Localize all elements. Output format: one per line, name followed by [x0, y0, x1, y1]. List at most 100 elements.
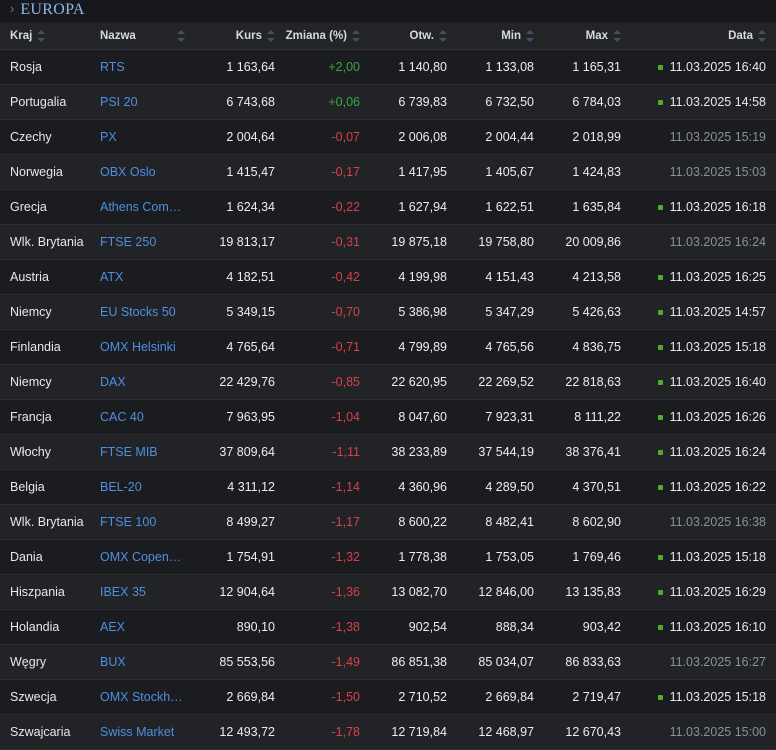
- cell-price: 8 499,27: [195, 504, 285, 540]
- cell-country: Portugalia: [0, 84, 90, 120]
- cell-index-name[interactable]: DAX: [90, 364, 195, 400]
- cell-index-name[interactable]: AEX: [90, 609, 195, 645]
- cell-index-name[interactable]: EU Stocks 50: [90, 294, 195, 330]
- column-header-kurs[interactable]: Kurs: [195, 22, 285, 50]
- column-header-nazwa[interactable]: Nazwa: [90, 22, 195, 50]
- cell-country: Szwajcaria: [0, 714, 90, 750]
- table-row[interactable]: Szwecja OMX Stockh… 2 669,84 -1,50 2 710,52 2…: [0, 679, 776, 715]
- cell-index-name[interactable]: RTS: [90, 49, 195, 85]
- index-link[interactable]: PSI 20: [100, 95, 138, 110]
- index-link[interactable]: IBEX 35: [100, 585, 146, 600]
- index-link[interactable]: BEL-20: [100, 480, 142, 495]
- datetime-label: 11.03.2025 15:19: [669, 130, 766, 144]
- cell-open: 4 360,96: [370, 469, 457, 505]
- table-header-row: Kraj Nazwa Kurs Zmiana (%): [0, 22, 776, 50]
- table-row[interactable]: Niemcy DAX 22 429,76 -0,85 22 620,95 22 269,5…: [0, 364, 776, 400]
- cell-datetime: 11.03.2025 15:18: [631, 539, 776, 575]
- table-row[interactable]: Holandia AEX 890,10 -1,38 902,54 888,34 903,42…: [0, 609, 776, 645]
- table-row[interactable]: Finlandia OMX Helsinki 4 765,64 -0,71 4 799,…: [0, 329, 776, 365]
- section-header[interactable]: › EUROPA: [0, 0, 776, 22]
- cell-index-name[interactable]: OMX Helsinki: [90, 329, 195, 365]
- cell-index-name[interactable]: FTSE MIB: [90, 434, 195, 470]
- cell-change-percent: -1,78: [285, 714, 370, 750]
- cell-index-name[interactable]: BEL-20: [90, 469, 195, 505]
- cell-max: 8 602,90: [544, 504, 631, 540]
- cell-index-name[interactable]: FTSE 250: [90, 224, 195, 260]
- table-row[interactable]: Rosja RTS 1 163,64 +2,00 1 140,80 1 133,08 1 1…: [0, 49, 776, 85]
- cell-price: 5 349,15: [195, 294, 285, 330]
- cell-index-name[interactable]: IBEX 35: [90, 574, 195, 610]
- index-link[interactable]: EU Stocks 50: [100, 305, 176, 320]
- sort-updown-icon[interactable]: [613, 29, 621, 42]
- index-link[interactable]: FTSE 100: [100, 515, 157, 530]
- cell-datetime: 11.03.2025 15:18: [631, 679, 776, 715]
- table-row[interactable]: Grecja Athens Com… 1 624,34 -0,22 1 627,94 1 …: [0, 189, 776, 225]
- cell-index-name[interactable]: OMX Copen…: [90, 539, 195, 575]
- index-link[interactable]: FTSE MIB: [100, 445, 158, 460]
- index-link[interactable]: PX: [100, 130, 117, 145]
- cell-min: 888,34: [457, 609, 544, 645]
- table-row[interactable]: Austria ATX 4 182,51 -0,42 4 199,98 4 151,43 4…: [0, 259, 776, 295]
- table-row[interactable]: Portugalia PSI 20 6 743,68 +0,06 6 739,83 6 7…: [0, 84, 776, 120]
- cell-price: 19 813,17: [195, 224, 285, 260]
- column-header-min[interactable]: Min: [457, 22, 544, 50]
- column-header-zmiana[interactable]: Zmiana (%): [285, 22, 370, 50]
- table-row[interactable]: Czechy PX 2 004,64 -0,07 2 006,08 2 004,44 2 0…: [0, 119, 776, 155]
- live-status-dot: [657, 694, 663, 700]
- cell-index-name[interactable]: CAC 40: [90, 399, 195, 435]
- index-link[interactable]: AEX: [100, 620, 126, 635]
- index-link[interactable]: OMX Copen…: [100, 550, 182, 565]
- index-link[interactable]: Swiss Market: [100, 725, 175, 740]
- cell-index-name[interactable]: Swiss Market: [90, 714, 195, 750]
- cell-max: 12 670,43: [544, 714, 631, 750]
- table-row[interactable]: Niemcy EU Stocks 50 5 349,15 -0,70 5 386,98 5…: [0, 294, 776, 330]
- sort-updown-icon[interactable]: [177, 29, 185, 42]
- cell-index-name[interactable]: FTSE 100: [90, 504, 195, 540]
- table-row[interactable]: Włochy FTSE MIB 37 809,64 -1,11 38 233,89 37 …: [0, 434, 776, 470]
- cell-index-name[interactable]: PX: [90, 119, 195, 155]
- sort-updown-icon[interactable]: [352, 29, 360, 42]
- sort-updown-icon[interactable]: [526, 29, 534, 42]
- live-status-dot: [657, 589, 663, 595]
- column-header-max[interactable]: Max: [544, 22, 631, 50]
- index-link[interactable]: CAC 40: [100, 410, 144, 425]
- table-row[interactable]: Belgia BEL-20 4 311,12 -1,14 4 360,96 4 289,5…: [0, 469, 776, 505]
- cell-change-percent: -1,38: [285, 609, 370, 645]
- index-link[interactable]: OMX Helsinki: [100, 340, 176, 355]
- sort-updown-icon[interactable]: [758, 29, 766, 42]
- sort-updown-icon[interactable]: [267, 29, 275, 42]
- cell-index-name[interactable]: Athens Com…: [90, 189, 195, 225]
- column-label-min: Min: [501, 29, 521, 42]
- sort-updown-icon[interactable]: [439, 29, 447, 42]
- index-link[interactable]: Athens Com…: [100, 200, 182, 215]
- table-row[interactable]: Norwegia OBX Oslo 1 415,47 -0,17 1 417,95 1 4…: [0, 154, 776, 190]
- index-link[interactable]: FTSE 250: [100, 235, 157, 250]
- table-row[interactable]: Wlk. Brytania FTSE 250 19 813,17 -0,31 19 87…: [0, 224, 776, 260]
- cell-change-percent: -1,36: [285, 574, 370, 610]
- cell-index-name[interactable]: ATX: [90, 259, 195, 295]
- index-link[interactable]: ATX: [100, 270, 124, 285]
- cell-change-percent: -1,04: [285, 399, 370, 435]
- index-link[interactable]: DAX: [100, 375, 126, 390]
- column-header-kraj[interactable]: Kraj: [0, 22, 90, 50]
- index-link[interactable]: OMX Stockh…: [100, 690, 183, 705]
- index-link[interactable]: OBX Oslo: [100, 165, 156, 180]
- column-header-otw[interactable]: Otw.: [370, 22, 457, 50]
- index-link[interactable]: RTS: [100, 60, 125, 75]
- table-row[interactable]: Dania OMX Copen… 1 754,91 -1,32 1 778,38 1 75…: [0, 539, 776, 575]
- cell-open: 1 140,80: [370, 49, 457, 85]
- table-row[interactable]: Hiszpania IBEX 35 12 904,64 -1,36 13 082,70 1…: [0, 574, 776, 610]
- table-row[interactable]: Szwajcaria Swiss Market 12 493,72 -1,78 12 7…: [0, 714, 776, 750]
- cell-index-name[interactable]: BUX: [90, 644, 195, 680]
- table-row[interactable]: Wlk. Brytania FTSE 100 8 499,27 -1,17 8 600,…: [0, 504, 776, 540]
- index-link[interactable]: BUX: [100, 655, 126, 670]
- cell-index-name[interactable]: OMX Stockh…: [90, 679, 195, 715]
- table-row[interactable]: Węgry BUX 85 553,56 -1,49 86 851,38 85 034,07…: [0, 644, 776, 680]
- cell-index-name[interactable]: PSI 20: [90, 84, 195, 120]
- sort-updown-icon[interactable]: [37, 29, 46, 42]
- table-row[interactable]: Francja CAC 40 7 963,95 -1,04 8 047,60 7 923,…: [0, 399, 776, 435]
- cell-datetime: 11.03.2025 16:29: [631, 574, 776, 610]
- cell-open: 902,54: [370, 609, 457, 645]
- cell-index-name[interactable]: OBX Oslo: [90, 154, 195, 190]
- column-header-data[interactable]: Data: [631, 22, 776, 50]
